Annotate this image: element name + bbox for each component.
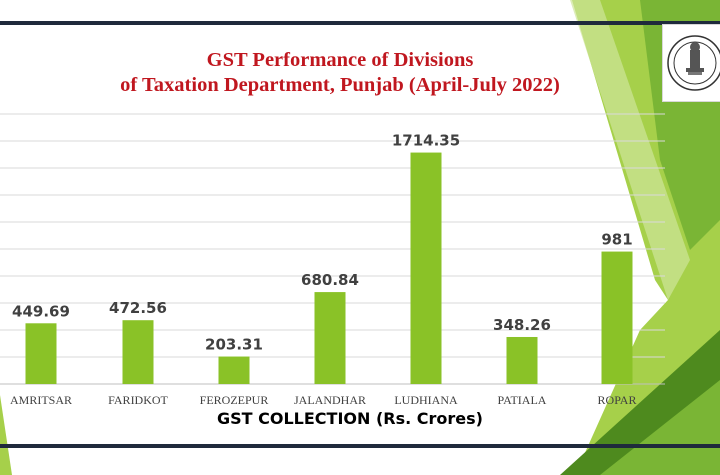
emblem-seal-icon	[667, 35, 720, 91]
bar-patiala	[506, 336, 538, 384]
value-label-ludhiana: 1714.35	[392, 132, 460, 150]
category-label-ferozepur: FEROZEPUR	[200, 393, 269, 407]
category-labels: AMRITSAR FARIDKOT FEROZEPUR JALANDHAR LUDHIA…	[10, 393, 636, 407]
value-label-ferozepur: 203.31	[205, 336, 263, 354]
bar-faridkot	[122, 320, 154, 384]
chart-title-line-1: GST Performance of Divisions	[206, 49, 474, 71]
category-label-patiala: PATIALA	[498, 393, 547, 407]
category-label-ropar: ROPAR	[598, 393, 637, 407]
top-border	[0, 21, 720, 25]
value-label-ropar: 981	[601, 231, 632, 249]
bottom-border	[0, 444, 720, 448]
x-axis-title: GST COLLECTION (Rs. Crores)	[217, 409, 483, 428]
green-left-corner	[0, 395, 12, 475]
bars	[25, 152, 633, 384]
value-label-jalandhar: 680.84	[301, 271, 359, 289]
bar-ferozepur	[218, 356, 250, 384]
category-label-ludhiana: LUDHIANA	[394, 393, 458, 407]
bar-ludhiana	[410, 152, 442, 384]
chart-title: GST Performance of Divisions of Taxation…	[70, 48, 610, 98]
value-label-amritsar: 449.69	[12, 302, 70, 320]
category-label-jalandhar: JALANDHAR	[294, 393, 366, 407]
green-facet-corner	[600, 380, 720, 475]
bar-jalandhar	[314, 292, 346, 384]
category-label-faridkot: FARIDKOT	[108, 393, 168, 407]
chart-title-line-2: of Taxation Department, Punjab (April-Ju…	[120, 74, 560, 96]
green-stripe	[570, 0, 690, 300]
category-label-amritsar: AMRITSAR	[10, 393, 72, 407]
bar-amritsar	[25, 323, 57, 384]
value-label-faridkot: 472.56	[109, 299, 167, 317]
value-label-patiala: 348.26	[493, 316, 551, 334]
logo	[662, 24, 720, 102]
bar-ropar	[601, 251, 633, 384]
value-labels: 449.69 472.56 203.31 680.84 1714.35 348.26 981	[12, 132, 633, 354]
